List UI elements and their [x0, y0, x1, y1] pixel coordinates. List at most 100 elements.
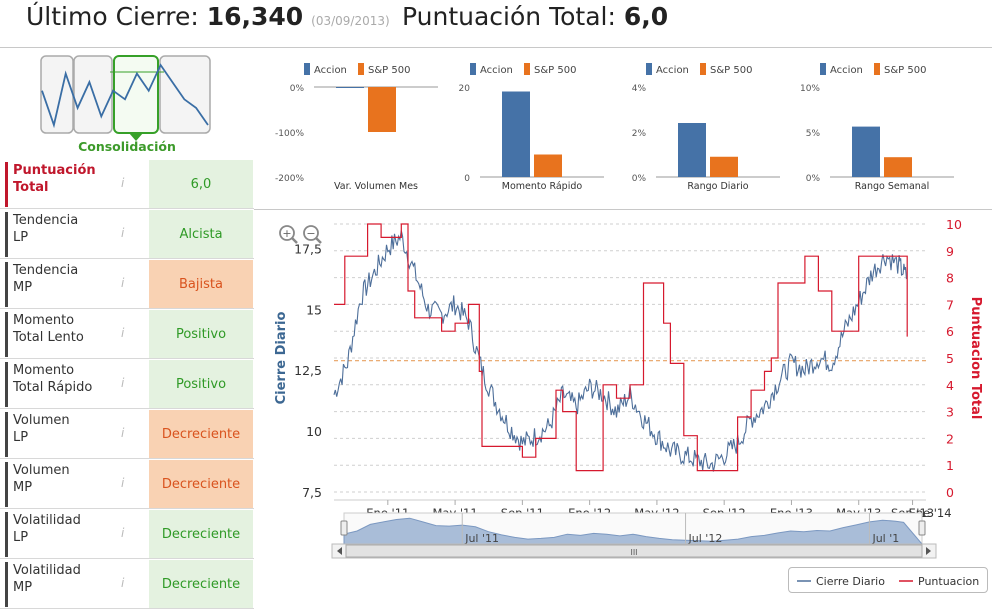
mini-bar [678, 123, 706, 177]
header: Último Cierre: 16,340 (03/09/2013) Puntu… [0, 0, 992, 48]
indicator-name: Tendencia MP [5, 262, 145, 307]
indicator-value: Positivo [149, 360, 253, 408]
mini-legend: Accion S&P 500 [470, 63, 576, 76]
mini-ytick-label: 5% [806, 129, 821, 139]
mini-ytick-label: 20 [459, 84, 471, 94]
left-ytick-label: 12,5 [294, 363, 322, 378]
consolidation-widget[interactable] [36, 53, 216, 153]
mini-chart: Accion S&P 500 0% -100% -200% Var. Volumen Me… [275, 63, 438, 192]
mini-chart-title: Rango Diario [687, 181, 748, 192]
navigator[interactable]: Jul '11 Jul '12 Jul '1 [340, 512, 926, 545]
indicator-name-line2: MP [13, 580, 33, 595]
total-score-label: Puntuación Total: [402, 2, 616, 31]
right-ytick-label: 1 [946, 458, 954, 473]
phase-box-4 [159, 55, 211, 134]
mini-bar [502, 91, 530, 177]
legend-label-accion: Accion [480, 65, 513, 76]
legend-label-sp500: S&P 500 [884, 65, 926, 76]
left-ytick-label: 10 [306, 424, 322, 439]
legend-swatch-accion [646, 63, 652, 75]
main-chart: + −7,5 10 12,5 15 17,5 0 1 2 3 4 5 6 7 8 9 10 Cierre Diar… [254, 210, 992, 610]
mini-chart: Accion S&P 500 0% 2% 4% Rango Diario [632, 63, 780, 192]
mini-ytick-label: 10% [800, 84, 820, 94]
zoom-in-label: + [282, 227, 291, 240]
mini-ytick-label: 0 [464, 174, 470, 184]
indicator-name-line1: Momento [13, 363, 75, 378]
navigator-label: Jul '11 [464, 532, 499, 545]
indicator-name: Volumen MP [5, 462, 145, 507]
mini-chart: Accion S&P 500 0 20 Momento Rápido [459, 63, 604, 192]
legend-label-sp500: S&P 500 [368, 65, 410, 76]
left-axis-title: Cierre Diario [274, 312, 289, 405]
right-ytick-label: 5 [946, 351, 954, 366]
scroll-right-icon[interactable] [926, 547, 931, 555]
indicator-value: Decreciente [149, 560, 253, 608]
mini-chart: Accion S&P 500 0% 5% 10% Rango Semanal [800, 63, 954, 192]
navigator-label: Jul '1 [871, 532, 899, 545]
left-panel: Consolidación Puntuación Total i 6,0 Tendenc… [0, 48, 254, 610]
indicator-name-line1: Tendencia [13, 263, 79, 278]
info-icon[interactable]: i [121, 576, 125, 590]
mini-ytick-label: -100% [275, 129, 304, 139]
comparison-charts: Accion S&P 500 0% -100% -200% Var. Volumen Me… [254, 48, 992, 210]
indicator-name: Momento Total Rápido [5, 362, 145, 407]
mini-chart-title: Momento Rápido [502, 181, 583, 192]
indicator-row: Tendencia LP i Alcista [0, 210, 254, 259]
navigator-handle-left[interactable] [340, 520, 348, 536]
indicator-row: Puntuación Total i 6,0 [0, 160, 254, 209]
indicator-row: Volumen MP i Decreciente [0, 460, 254, 509]
legend-swatch-accion [820, 63, 826, 75]
info-icon[interactable]: i [121, 476, 125, 490]
legend-swatch-sp500 [874, 63, 880, 75]
info-icon[interactable]: i [121, 226, 125, 240]
indicator-name: Tendencia LP [5, 212, 145, 257]
info-icon[interactable]: i [121, 176, 125, 190]
scrollbar-thumb[interactable] [345, 544, 923, 558]
scroll-left-icon[interactable] [337, 547, 342, 555]
legend-label-sp500: S&P 500 [710, 65, 752, 76]
info-icon[interactable]: i [121, 426, 125, 440]
indicator-name-line1: Momento [13, 313, 75, 328]
legend-label-puntuacion: Puntuacion [918, 575, 979, 588]
info-icon[interactable]: i [121, 276, 125, 290]
indicator-name-line2: LP [13, 430, 29, 445]
legend-swatch-sp500 [358, 63, 364, 75]
mini-legend: Accion S&P 500 [304, 63, 410, 76]
indicator-name: Volatilidad LP [5, 512, 145, 557]
indicator-name: Volatilidad MP [5, 562, 145, 607]
indicator-row: Volumen LP i Decreciente [0, 410, 254, 459]
scrollbar[interactable]: III [331, 543, 937, 559]
info-icon[interactable]: i [121, 526, 125, 540]
mini-bar [710, 156, 738, 177]
info-icon[interactable]: i [121, 376, 125, 390]
legend-label-accion: Accion [656, 65, 689, 76]
indicator-name-line1: Volatilidad [13, 563, 81, 578]
zoom-in-icon[interactable]: + [279, 225, 298, 244]
mini-bar [336, 87, 364, 88]
info-icon[interactable]: i [121, 326, 125, 340]
indicator-name-line2: MP [13, 480, 33, 495]
series-puntuacion [334, 223, 908, 472]
zoom-out-icon[interactable]: − [303, 225, 322, 244]
legend-svg: Cierre Diario Puntuacion [797, 575, 979, 588]
total-score-value: 6,0 [623, 2, 669, 31]
indicator-name-line1: Puntuación [13, 163, 96, 178]
mini-legend: Accion S&P 500 [646, 63, 752, 76]
indicator-row: Momento Total Lento i Positivo [0, 310, 254, 359]
total-score: Puntuación Total: 6,0 [402, 2, 668, 31]
mini-chart-title: Var. Volumen Mes [334, 181, 418, 192]
navigator-handle-right[interactable] [918, 520, 926, 536]
mini-ytick-label: 2% [632, 129, 647, 139]
mini-ytick-label: -200% [275, 174, 304, 184]
right-ytick-label: 4 [946, 378, 954, 393]
mini-chart-title: Rango Semanal [855, 181, 930, 192]
consolidation-label: Consolidación [78, 139, 176, 154]
mini-ytick-label: 0% [632, 174, 647, 184]
legend-label-accion: Accion [314, 65, 347, 76]
mini-bar [884, 157, 912, 177]
indicator-name-line2: Total Rápido [13, 380, 93, 395]
navigator-label: Jul '12 [688, 532, 723, 545]
legend-swatch-accion [470, 63, 476, 75]
indicator-value: Positivo [149, 310, 253, 358]
